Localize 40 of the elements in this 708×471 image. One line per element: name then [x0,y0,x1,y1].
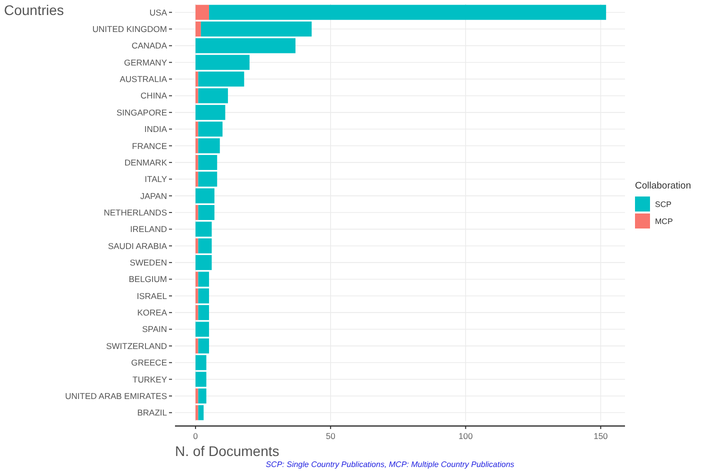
y-tick-label: GERMANY [124,57,168,68]
legend-label: SCP [655,200,672,209]
y-tick-label: CANADA [132,40,168,51]
y-tick-label: FRANCE [132,140,168,151]
x-tick-label: 0 [193,431,198,441]
y-tick-label: ISRAEL [136,290,168,301]
y-tick-label: ITALY [144,174,168,184]
x-tick-label: 50 [326,431,336,441]
y-tick-label: TURKEY [132,374,168,384]
y-tick-label: SWEDEN [130,258,167,268]
y-tick-label: INDIA [144,124,168,134]
y-tick-label: SWITZERLAND [106,340,167,351]
x-axis-title: N. of Documents [175,443,280,459]
y-tick-label: SINGAPORE [116,107,168,118]
y-tick-label: NETHERLANDS [104,207,168,218]
y-tick-label: KOREA [137,308,168,318]
text: SCP: Single Country Publications, MCP: Multiple Country Publications [266,460,514,469]
y-tick-label: SPAIN [142,324,167,334]
y-tick-label: USA [150,7,168,18]
y-tick-label: AUSTRALIA [120,74,168,84]
x-tick-label: 100 [458,431,473,441]
y-tick-label: UNITED KINGDOM [92,24,167,34]
bar [196,122,198,137]
bar [196,272,198,287]
y-tick-label: GREECE [131,358,168,368]
y-tick-label: JAPAN [140,190,167,201]
y-tick-label: DENMARK [124,157,168,168]
legend-title: Collaboration [635,180,691,192]
legend-label: MCP [655,216,673,226]
y-tick-label: BRAZIL [137,408,168,418]
bar [196,204,198,220]
y-tick-label: IRELAND [130,224,167,234]
y-tick-label: BELGIUM [128,274,167,284]
y-tick-label: SAUDI ARABIA [108,240,168,251]
y-tick-label: UNITED ARAB EMIRATES [65,390,168,401]
y-axis-title: Countries [4,2,64,18]
x-tick-label: 150 [594,431,608,441]
y-tick-label: CHINA [140,90,168,101]
bar [196,238,198,254]
bar [196,338,198,354]
